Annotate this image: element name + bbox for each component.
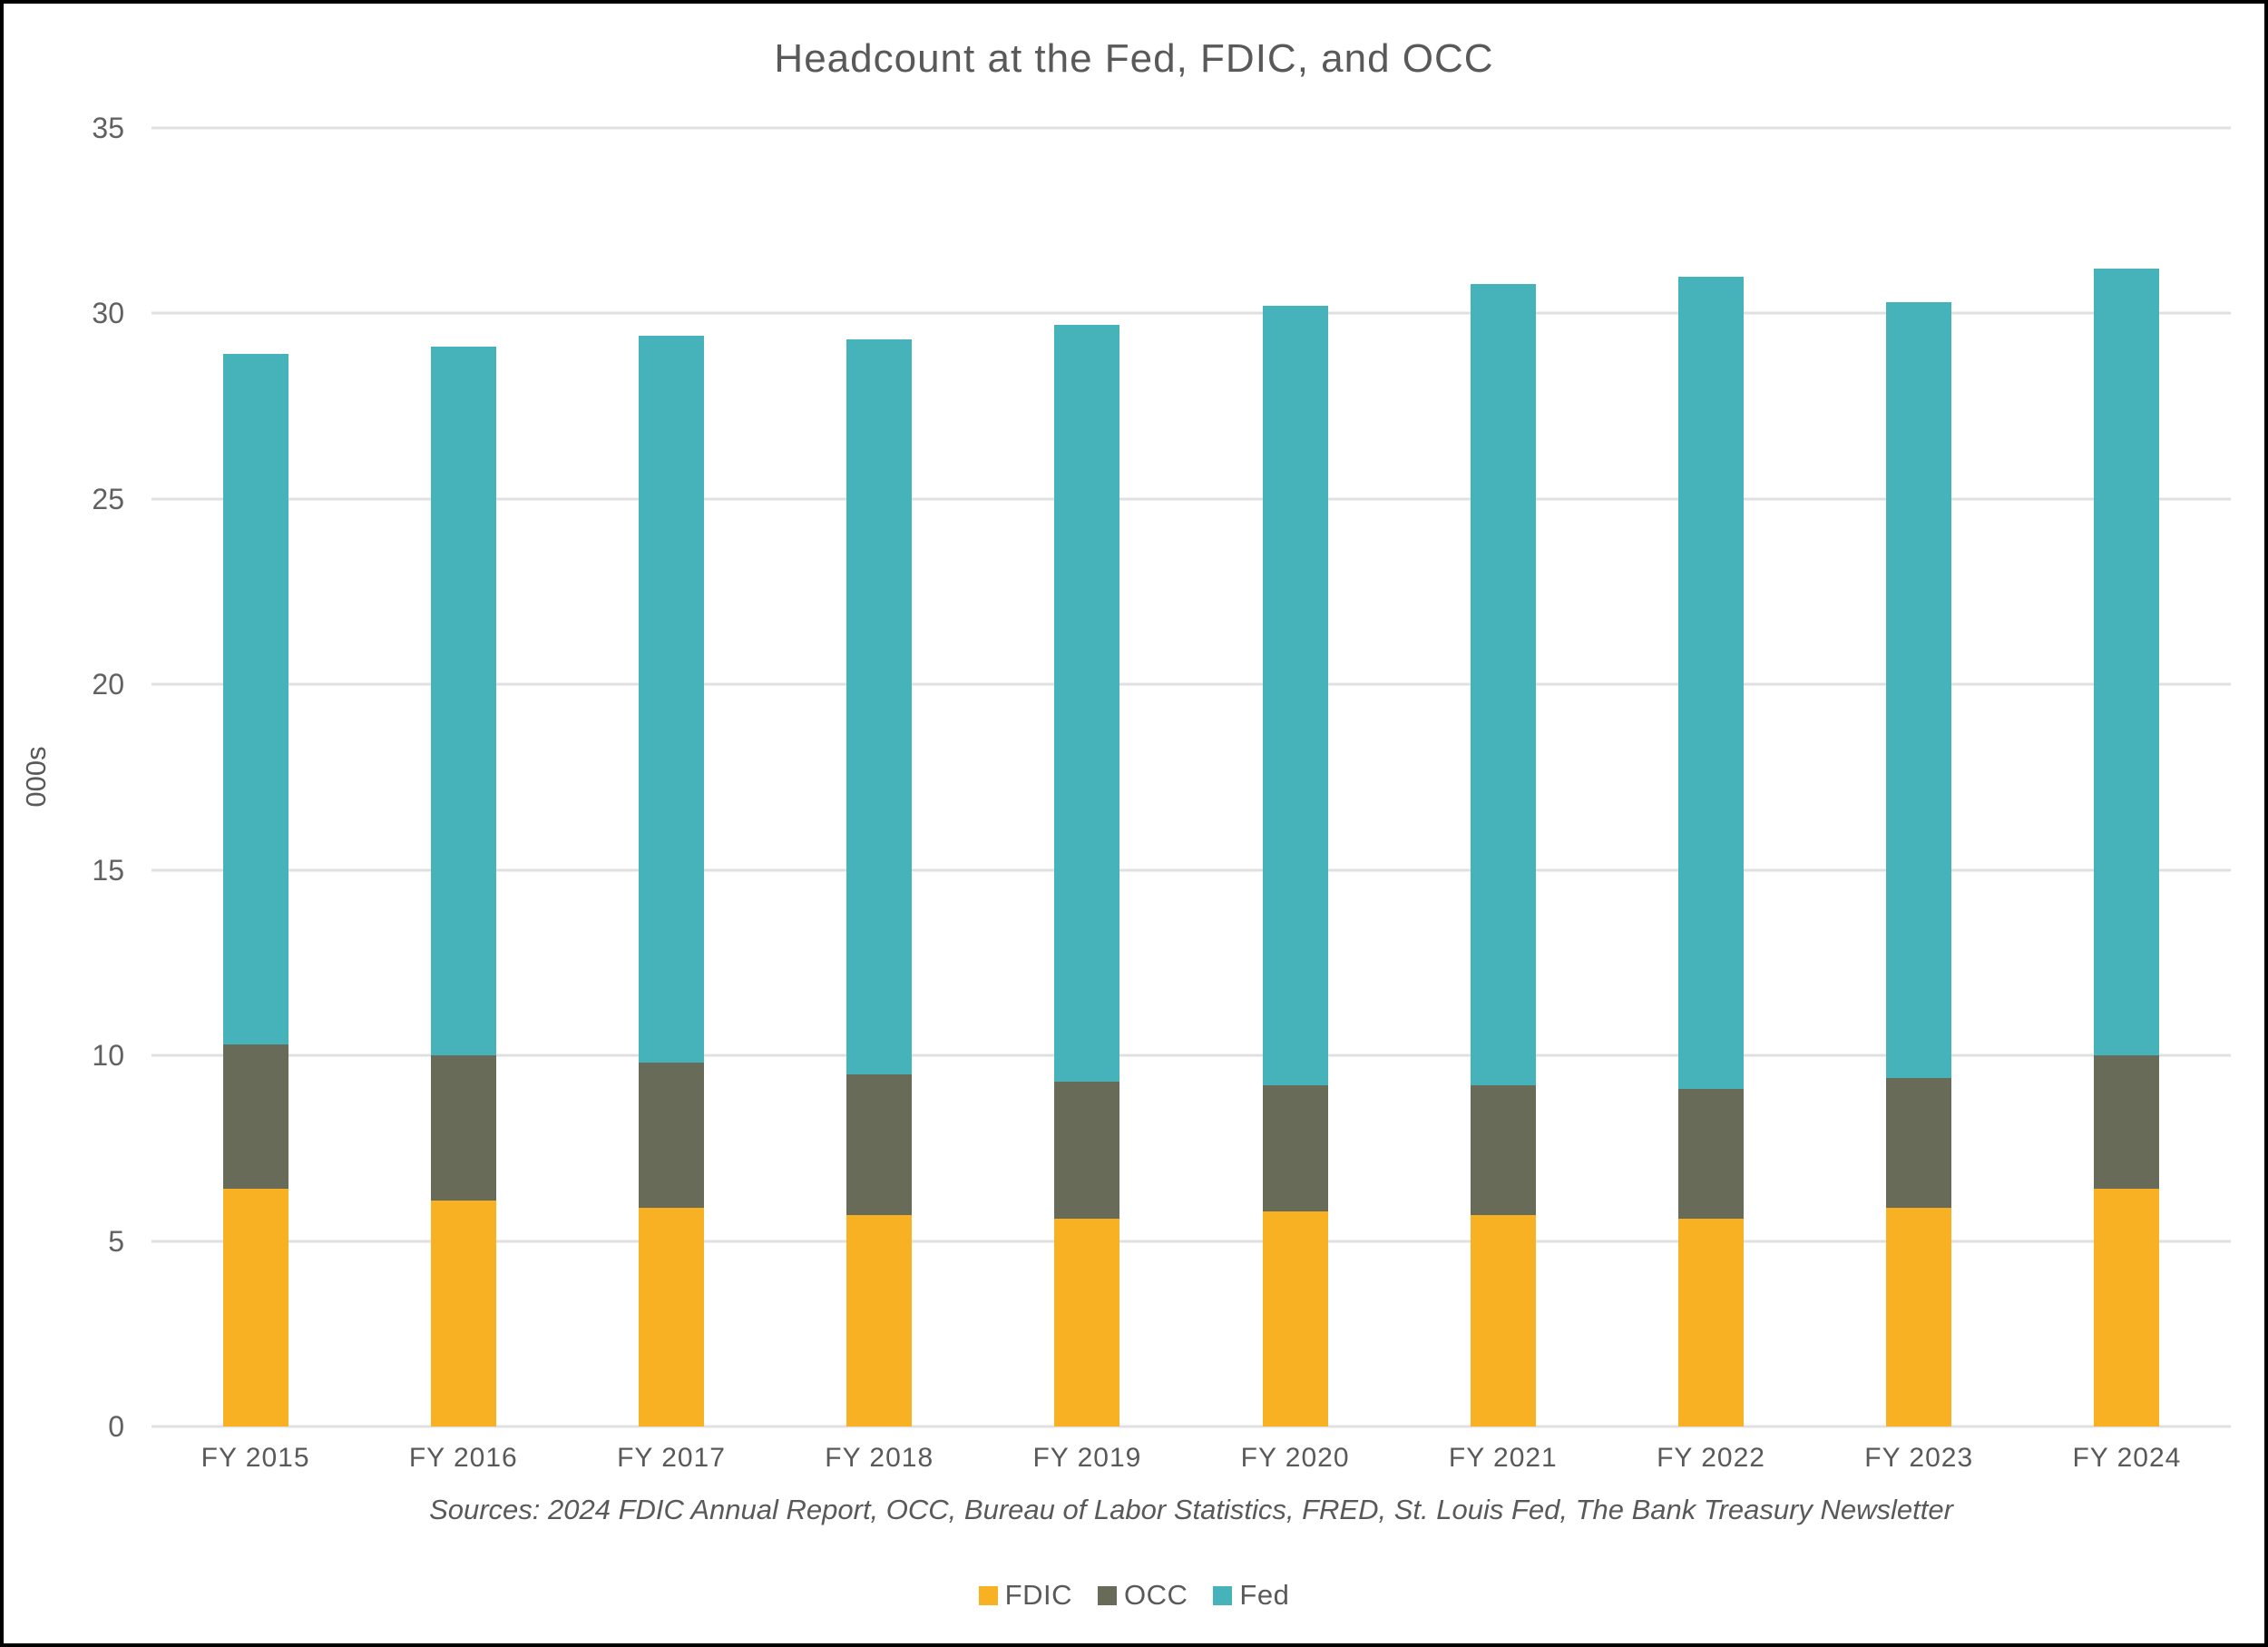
bar-segment-occ: [2094, 1055, 2160, 1190]
legend-item-fed: Fed: [1213, 1579, 1289, 1612]
chart-title: Headcount at the Fed, FDIC, and OCC: [774, 36, 1494, 81]
x-tick-label: FY 2021: [1448, 1443, 1558, 1473]
stacked-bar: [1678, 128, 1745, 1426]
bar-segment-fed: [2094, 269, 2160, 1056]
legend-swatch-fed: [1213, 1585, 1233, 1605]
bar-segment-occ: [1262, 1084, 1328, 1211]
legend-label: OCC: [1124, 1579, 1188, 1611]
bar-column: [1607, 128, 1814, 1426]
stacked-bar: [1054, 128, 1120, 1426]
x-tick-label: FY 2017: [617, 1443, 726, 1473]
stacked-bar: [222, 128, 288, 1426]
x-tick-label: FY 2022: [1657, 1443, 1765, 1473]
bar-segment-occ: [639, 1063, 704, 1208]
x-tick-label: FY 2016: [408, 1443, 518, 1473]
bar-segment-occ: [1470, 1084, 1536, 1215]
bar-segment-fed: [1470, 283, 1536, 1085]
gridline: [152, 868, 2231, 872]
bar-column: [359, 128, 567, 1426]
bar-segment-fdic: [2094, 1189, 2160, 1426]
bar-segment-occ: [430, 1055, 496, 1201]
bar-segment-fdic: [1470, 1214, 1536, 1426]
gridline: [152, 1054, 2231, 1057]
plot-area: 0 5 10 15 20 25 30 35: [92, 113, 2231, 1441]
stacked-bar: [639, 128, 704, 1426]
legend-label: Fed: [1239, 1579, 1290, 1611]
bar-segment-fed: [1054, 324, 1120, 1082]
legend-swatch-fdic: [978, 1585, 998, 1605]
x-tick-label: FY 2024: [2072, 1443, 2182, 1473]
bar-segment-fdic: [1886, 1207, 1952, 1426]
bar-column: [1191, 128, 1399, 1426]
x-tick-label: FY 2018: [825, 1443, 934, 1473]
gridline: [152, 497, 2231, 501]
bar-segment-fed: [846, 339, 913, 1074]
gridline: [152, 126, 2231, 130]
bar-column: [776, 128, 983, 1426]
gridline: [152, 1425, 2231, 1428]
bar-segment-fed: [1886, 302, 1952, 1078]
bar-segment-fdic: [1054, 1219, 1120, 1426]
bar-segment-fdic: [1262, 1211, 1328, 1426]
bar-segment-fed: [1262, 306, 1328, 1085]
bar-column: [983, 128, 1191, 1426]
bar-segment-fdic: [1678, 1219, 1745, 1426]
stacked-bar: [1262, 128, 1328, 1426]
stacked-bar: [1886, 128, 1952, 1426]
bar-segment-occ: [1678, 1088, 1745, 1220]
sources-note: Sources: 2024 FDIC Annual Report, OCC, B…: [429, 1494, 1953, 1525]
y-axis-label: 000s: [20, 746, 52, 808]
bar-segment-fed: [222, 354, 288, 1044]
gridline: [152, 1240, 2231, 1243]
stacked-bar: [2094, 128, 2160, 1426]
bar-segment-fdic: [639, 1207, 704, 1426]
x-axis-labels: FY 2015 FY 2016 FY 2017 FY 2018 FY 2019 FY 20…: [152, 1443, 2231, 1474]
bar-column: [2023, 128, 2231, 1426]
legend-item-occ: OCC: [1098, 1579, 1188, 1612]
x-tick-label: FY 2019: [1032, 1443, 1142, 1473]
bar-segment-fed: [1678, 276, 1745, 1089]
bar-segment-fed: [430, 347, 496, 1056]
legend-swatch-occ: [1098, 1585, 1117, 1605]
legend: FDIC OCC Fed: [4, 1579, 2264, 1612]
stacked-bar: [1470, 128, 1536, 1426]
bars: [152, 128, 2231, 1426]
x-tick-label: FY 2015: [200, 1443, 310, 1473]
bar-segment-fdic: [846, 1214, 913, 1426]
bar-segment-occ: [1886, 1077, 1952, 1208]
bar-segment-occ: [846, 1073, 913, 1215]
stacked-bar: [430, 128, 496, 1426]
stacked-bar: [846, 128, 913, 1426]
bar-column: [567, 128, 775, 1426]
gridline: [152, 311, 2231, 315]
bar-segment-fdic: [430, 1200, 496, 1426]
legend-item-fdic: FDIC: [978, 1579, 1072, 1612]
gridline: [152, 682, 2231, 686]
bar-segment-occ: [1054, 1081, 1120, 1220]
bar-column: [1399, 128, 1607, 1426]
x-tick-label: FY 2023: [1864, 1443, 1974, 1473]
bar-column: [1815, 128, 2023, 1426]
bar-segment-fed: [639, 335, 704, 1064]
bar-column: [152, 128, 359, 1426]
x-tick-label: FY 2020: [1240, 1443, 1350, 1473]
bar-segment-fdic: [222, 1189, 288, 1426]
bar-segment-occ: [222, 1044, 288, 1190]
legend-label: FDIC: [1004, 1579, 1072, 1611]
